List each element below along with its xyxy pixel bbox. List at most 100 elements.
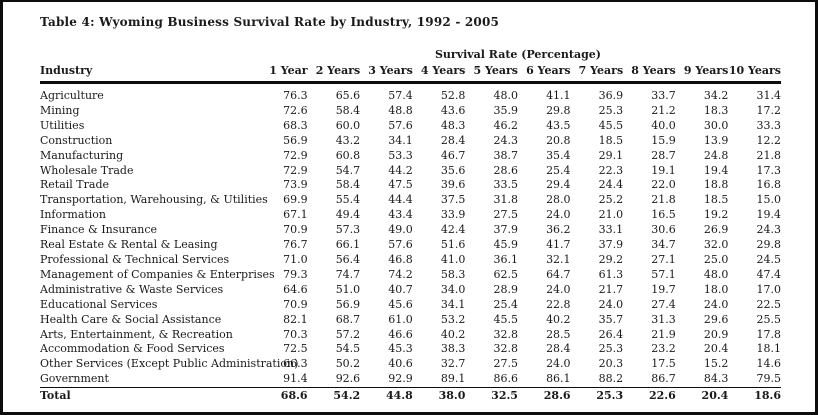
value-cell: 24.5 (756, 252, 782, 266)
table-row: Other Services (Except Public Administra… (40, 357, 781, 372)
value-cell: 22.5 (756, 297, 782, 311)
value-cell: 53.2 (440, 312, 466, 326)
column-header-year: 8 Years (623, 64, 676, 84)
value-cell: 15.0 (756, 193, 782, 207)
column-header-year: 3 Years (360, 64, 413, 84)
value-cell: 84.3 (675, 372, 729, 389)
table-row: Manufacturing 72.9 60.8 53.3 46.7 38.7 35.4 29.… (40, 149, 781, 164)
column-header-year: 6 Years (517, 64, 571, 84)
value-cell: 34.1 (440, 297, 466, 311)
value-cell: 21.0 (598, 208, 624, 222)
value-cell: 27.1 (651, 252, 676, 266)
value-cell: 35.9 (493, 103, 518, 117)
value-cell: 18.5 (598, 133, 624, 147)
value-cell: 16.5 (651, 208, 676, 222)
value-cell: 26.4 (598, 327, 624, 341)
value-cell: 19.7 (651, 282, 676, 296)
value-cell: 56.9 (335, 297, 361, 311)
group-header-spacer (40, 48, 255, 64)
value-cell: 34.7 (651, 238, 676, 252)
value-cell: 19.2 (703, 208, 729, 222)
value-cell: 38.3 (440, 342, 466, 356)
value-cell: 35.4 (546, 148, 571, 162)
value-cell: 18.0 (703, 282, 729, 296)
value-cell: 73.9 (283, 178, 308, 192)
column-header-year: 9 Years (675, 64, 729, 84)
value-cell: 27.5 (493, 357, 518, 371)
value-cell: 24.0 (546, 357, 571, 371)
table-row: Information 67.1 49.4 43.4 33.9 27.5 24.0 21.0 1… (40, 208, 781, 223)
value-cell: 38.7 (493, 148, 518, 162)
value-cell: 35.6 (440, 163, 466, 177)
value-cell: 34.1 (388, 133, 413, 147)
value-cell: 31.8 (493, 193, 518, 207)
value-cell: 45.5 (598, 118, 624, 132)
value-cell: 32.1 (546, 252, 571, 266)
table-row: Educational Services 70.9 56.9 45.6 34.1 25.4… (40, 298, 781, 313)
total-value-cell: 32.5 (491, 389, 518, 403)
value-cell: 34.2 (703, 89, 729, 102)
value-cell: 39.6 (440, 178, 466, 192)
value-cell: 14.6 (756, 357, 782, 371)
value-cell: 86.1 (517, 372, 571, 389)
value-cell: 76.7 (283, 238, 308, 252)
value-cell: 19.4 (756, 208, 782, 222)
value-cell: 58.4 (335, 178, 361, 192)
value-cell: 57.2 (335, 327, 361, 341)
table-row: Health Care & Social Assistance 82.1 68.7 6… (40, 313, 781, 328)
value-cell: 92.9 (360, 372, 413, 389)
value-cell: 57.6 (388, 238, 413, 252)
value-cell: 71.0 (283, 252, 308, 266)
value-cell: 79.5 (728, 372, 781, 389)
total-row: Total 68.6 54.2 44.8 38.0 32.5 28.6 25.3 22.6 20… (40, 388, 781, 404)
value-cell: 44.2 (388, 163, 413, 177)
table-row: Management of Companies & Enterprises 79.… (40, 268, 781, 283)
value-cell: 21.8 (756, 148, 782, 162)
value-cell: 88.2 (570, 372, 624, 389)
value-cell: 29.1 (598, 148, 624, 162)
value-cell: 46.8 (388, 252, 413, 266)
value-cell: 26.9 (703, 223, 729, 237)
value-cell: 79.3 (283, 267, 308, 281)
value-cell: 66.3 (283, 357, 308, 371)
value-cell: 67.1 (283, 208, 308, 222)
industry-cell: Agriculture (40, 89, 104, 102)
value-cell: 86.6 (465, 372, 518, 389)
industry-cell: Information (40, 208, 107, 222)
value-cell: 58.3 (440, 267, 466, 281)
value-cell: 48.3 (440, 118, 466, 132)
table-row: Accommodation & Food Services 72.5 54.5 45.… (40, 342, 781, 357)
value-cell: 47.5 (388, 178, 413, 192)
total-label-cell: Total (40, 389, 71, 403)
table-row: Agriculture 76.3 65.6 57.4 52.8 48.0 41.1 36.9 3… (40, 83, 781, 104)
value-cell: 37.9 (598, 238, 624, 252)
value-cell: 64.7 (546, 267, 571, 281)
table-row: Administrative & Waste Services 64.6 51.0 4… (40, 283, 781, 298)
value-cell: 72.9 (283, 163, 308, 177)
value-cell: 74.7 (335, 267, 361, 281)
industry-cell: Wholesale Trade (40, 163, 134, 177)
value-cell: 36.1 (493, 252, 518, 266)
value-cell: 22.8 (546, 297, 571, 311)
value-cell: 27.4 (651, 297, 676, 311)
value-cell: 40.6 (388, 357, 413, 371)
value-cell: 29.8 (546, 103, 571, 117)
industry-cell: Management of Companies & Enterprises (40, 267, 275, 281)
value-cell: 35.7 (598, 312, 624, 326)
total-value-cell: 28.6 (543, 389, 571, 403)
total-value-cell: 54.2 (333, 389, 361, 403)
value-cell: 57.4 (388, 89, 413, 102)
value-cell: 29.8 (756, 238, 782, 252)
value-cell: 40.2 (546, 312, 571, 326)
value-cell: 28.4 (440, 133, 466, 147)
industry-cell: Retail Trade (40, 178, 110, 192)
value-cell: 41.1 (546, 89, 571, 102)
value-cell: 28.7 (651, 148, 676, 162)
value-cell: 82.1 (283, 312, 308, 326)
value-cell: 72.9 (283, 148, 308, 162)
value-cell: 15.9 (651, 133, 676, 147)
value-cell: 46.7 (440, 148, 466, 162)
value-cell: 25.4 (493, 297, 518, 311)
value-cell: 56.9 (283, 133, 308, 147)
value-cell: 48.0 (703, 267, 729, 281)
